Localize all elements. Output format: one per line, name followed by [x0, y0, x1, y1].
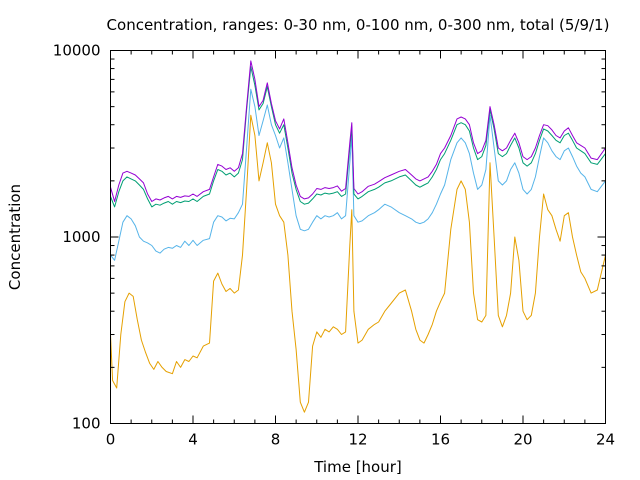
- x-tick-label: 0: [106, 431, 116, 449]
- x-tick-label: 24: [596, 431, 615, 449]
- x-axis-title: Time [hour]: [313, 458, 402, 476]
- x-tick-label: 8: [271, 431, 281, 449]
- series-line-1: [110, 114, 606, 413]
- series-line-2: [110, 88, 606, 261]
- ticks-layer: 0 4 8 12 16 20 24 100 1000 10000: [53, 42, 615, 449]
- plot-frame: [110, 50, 606, 424]
- y-axis-title: Concentration: [6, 184, 24, 290]
- x-tick-label: 12: [348, 431, 367, 449]
- y-tick-label: 1000: [62, 228, 100, 246]
- chart-title: Concentration, ranges: 0-30 nm, 0-100 nm…: [107, 16, 610, 34]
- series-line-4: [110, 60, 606, 202]
- series-layer: [110, 60, 606, 413]
- x-tick-label: 20: [513, 431, 532, 449]
- x-tick-label: 4: [188, 431, 198, 449]
- series-line-3: [110, 66, 606, 208]
- y-tick-label: 10000: [53, 42, 101, 60]
- x-tick-label: 16: [431, 431, 450, 449]
- y-tick-label: 100: [72, 415, 101, 433]
